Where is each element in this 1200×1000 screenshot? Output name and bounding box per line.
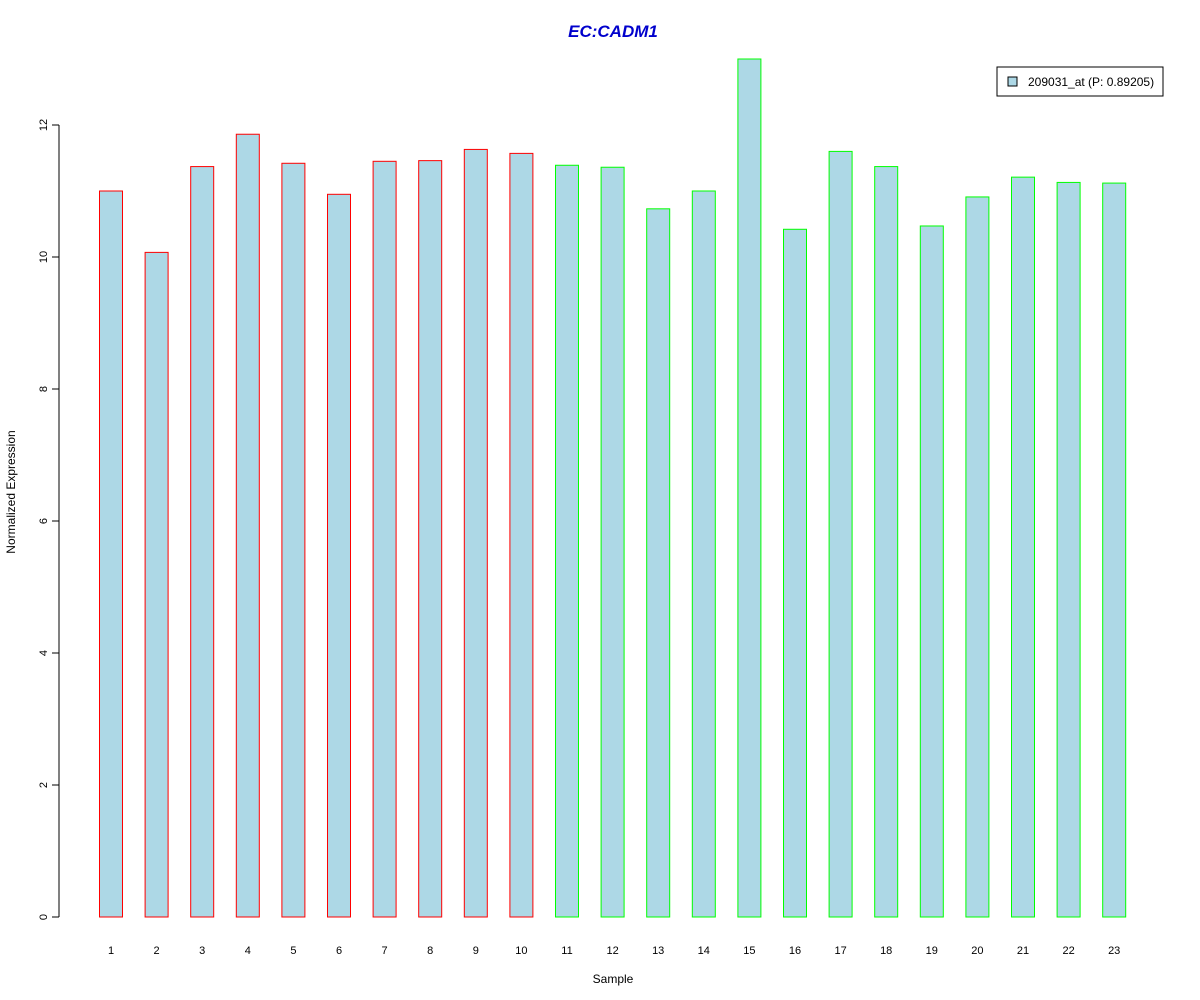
bar-sample-5 bbox=[281, 162, 306, 918]
bar-sample-10 bbox=[509, 152, 534, 918]
x-tick-label: 1 bbox=[108, 945, 114, 957]
bar-sample-14 bbox=[691, 190, 716, 918]
bar-sample-16 bbox=[783, 228, 807, 918]
bar-sample-23 bbox=[1102, 182, 1127, 918]
y-tick-label: 0 bbox=[38, 914, 50, 920]
bar-sample-2 bbox=[144, 251, 169, 918]
x-tick-label: 7 bbox=[382, 945, 388, 957]
x-tick-label: 12 bbox=[606, 945, 618, 957]
x-tick-label: 6 bbox=[336, 945, 342, 957]
y-tick-label: 4 bbox=[38, 650, 50, 656]
x-tick-label: 17 bbox=[834, 945, 846, 957]
bar-sample-12 bbox=[600, 166, 625, 918]
legend-label: 209031_at (P: 0.89205) bbox=[1028, 75, 1154, 89]
bar-sample-21 bbox=[1011, 176, 1035, 918]
bar-sample-11 bbox=[555, 164, 579, 918]
bar-sample-4 bbox=[235, 133, 260, 918]
x-tick-label: 4 bbox=[245, 945, 251, 957]
bar-sample-3 bbox=[190, 166, 215, 918]
bar-sample-20 bbox=[965, 196, 990, 918]
x-tick-label: 11 bbox=[561, 945, 572, 957]
x-tick-label: 5 bbox=[290, 945, 296, 957]
y-tick-label: 2 bbox=[38, 782, 50, 788]
x-tick-label: 23 bbox=[1108, 945, 1120, 957]
x-tick-label: 13 bbox=[652, 945, 664, 957]
bar-sample-8 bbox=[418, 160, 443, 918]
legend-swatch bbox=[1007, 76, 1018, 87]
y-tick-label: 10 bbox=[38, 251, 50, 263]
y-axis-title: Normalized Expression bbox=[4, 430, 18, 553]
bar-sample-13 bbox=[646, 208, 671, 918]
x-tick-label: 14 bbox=[698, 945, 710, 957]
x-tick-label: 9 bbox=[473, 945, 479, 957]
legend-box bbox=[996, 66, 1164, 97]
x-tick-label: 16 bbox=[789, 945, 801, 957]
bar-sample-6 bbox=[327, 193, 351, 918]
bar-sample-7 bbox=[372, 160, 397, 918]
bar-sample-15 bbox=[737, 58, 762, 918]
bar-sample-22 bbox=[1056, 181, 1081, 918]
y-tick-label: 6 bbox=[38, 518, 50, 524]
x-tick-label: 2 bbox=[154, 945, 160, 957]
y-tick-label: 12 bbox=[38, 119, 50, 131]
bar-sample-9 bbox=[463, 148, 488, 918]
x-axis-title: Sample bbox=[593, 972, 634, 986]
chart-title: EC:CADM1 bbox=[568, 22, 658, 41]
x-axis-tick-labels: 1 2 3 4 5 6 7 8 9 10 11 12 13 14 15 16 17 18 19 20 21 22 23 bbox=[108, 945, 1120, 957]
x-tick-label: 8 bbox=[427, 945, 433, 957]
bar-sample-1 bbox=[99, 190, 123, 918]
bar-sample-17 bbox=[828, 150, 853, 918]
legend: 209031_at (P: 0.89205) bbox=[996, 66, 1164, 97]
y-tick-label: 8 bbox=[38, 386, 50, 392]
bar-sample-18 bbox=[874, 166, 899, 918]
bars-group bbox=[99, 58, 1127, 918]
x-tick-label: 10 bbox=[515, 945, 527, 957]
x-tick-label: 19 bbox=[926, 945, 938, 957]
x-tick-label: 3 bbox=[199, 945, 205, 957]
x-tick-label: 15 bbox=[743, 945, 755, 957]
x-tick-label: 18 bbox=[880, 945, 892, 957]
x-tick-label: 21 bbox=[1017, 945, 1029, 957]
x-tick-label: 22 bbox=[1062, 945, 1074, 957]
bar-sample-19 bbox=[919, 225, 944, 918]
x-tick-label: 20 bbox=[971, 945, 983, 957]
y-axis: 0 2 4 6 8 10 12 bbox=[38, 119, 60, 920]
